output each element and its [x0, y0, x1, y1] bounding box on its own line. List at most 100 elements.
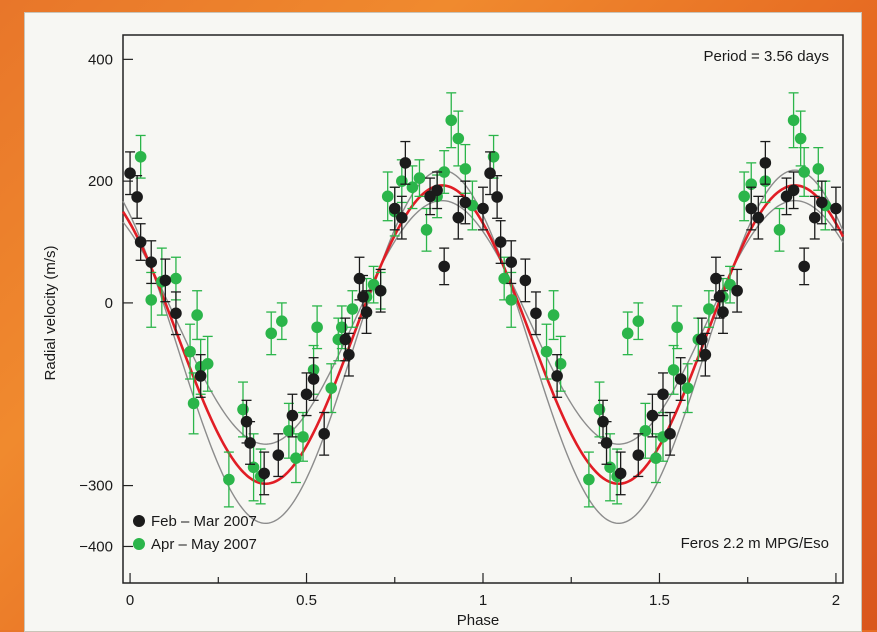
legend: Feb – Mar 2007 Apr – May 2007: [133, 513, 257, 553]
data-point-feb-mar: [505, 256, 518, 268]
legend-marker-apr-may: [133, 538, 145, 550]
data-point-apr-may: [381, 190, 394, 203]
data-point-apr-may: [311, 321, 323, 334]
data-point-apr-may: [201, 358, 214, 370]
data-point-apr-may: [547, 309, 560, 321]
x-tick-label: 1.5: [649, 592, 670, 609]
data-point-apr-may: [812, 163, 825, 175]
legend-label-apr-may: Apr – May 2007: [151, 536, 257, 553]
data-point-feb-mar: [438, 260, 450, 273]
data-point-apr-may: [134, 150, 147, 163]
plot-border: [122, 34, 844, 584]
data-point-apr-may: [621, 327, 634, 340]
data-point-apr-may: [325, 382, 338, 394]
data-point-apr-may: [798, 166, 810, 178]
y-tick-label: −400: [79, 538, 113, 555]
data-point-apr-may: [191, 309, 203, 321]
data-point-apr-may: [187, 397, 200, 410]
data-point-apr-may: [184, 345, 196, 358]
data-point-apr-may: [346, 303, 359, 315]
data-point-feb-mar: [759, 157, 772, 169]
data-point-apr-may: [265, 327, 278, 340]
data-point-feb-mar: [399, 157, 412, 169]
data-point-feb-mar: [477, 202, 489, 215]
data-point-feb-mar: [699, 348, 712, 361]
data-point-feb-mar: [272, 449, 285, 461]
x-tick-label: 2: [832, 592, 840, 609]
data-point-apr-may: [671, 321, 683, 334]
data-point-feb-mar: [600, 437, 613, 449]
x-tick-label: 0: [126, 592, 134, 609]
data-point-apr-may: [459, 163, 472, 175]
data-point-feb-mar: [431, 184, 443, 197]
data-point-feb-mar: [396, 211, 408, 224]
data-point-feb-mar: [551, 370, 563, 382]
data-point-feb-mar: [717, 306, 729, 318]
data-point-feb-mar: [646, 409, 659, 422]
data-point-feb-mar: [307, 373, 320, 385]
data-point-apr-may: [406, 181, 419, 194]
data-point-apr-may: [170, 272, 182, 285]
data-point-feb-mar: [752, 211, 765, 224]
data-point-feb-mar: [244, 437, 256, 449]
data-point-apr-may: [276, 315, 288, 327]
data-point-apr-may: [290, 452, 302, 464]
data-point-apr-may: [650, 452, 662, 464]
data-point-apr-may: [639, 424, 652, 437]
data-point-apr-may: [223, 473, 235, 486]
data-point-feb-mar: [830, 202, 842, 215]
data-point-apr-may: [438, 166, 450, 178]
data-point-feb-mar: [258, 467, 270, 480]
data-point-feb-mar: [632, 449, 645, 461]
data-point-feb-mar: [530, 307, 542, 320]
data-point-apr-may: [145, 294, 158, 306]
data-point-feb-mar: [808, 211, 821, 224]
instrument-annotation: Feros 2.2 m MPG/Eso: [681, 535, 829, 552]
y-axis-label: Radial velocity (m/s): [42, 245, 59, 380]
data-point-apr-may: [583, 473, 595, 486]
data-point-apr-may: [738, 190, 750, 203]
data-point-apr-may: [540, 345, 553, 358]
data-point-feb-mar: [745, 202, 758, 215]
data-point-apr-may: [445, 114, 458, 127]
y-tick-label: −300: [79, 478, 113, 495]
data-point-apr-may: [667, 364, 680, 376]
legend-marker-feb-mar: [133, 515, 145, 527]
data-point-apr-may: [297, 431, 309, 443]
x-tick-label: 0.5: [296, 592, 317, 609]
envelope-curve: [122, 199, 844, 445]
data-point-feb-mar: [360, 306, 373, 318]
data-point-apr-may: [681, 382, 694, 394]
chart-frame: 400 200 0 −300 −400 0 0.5 1 1.5 2 Period = 3.56 d…: [24, 12, 862, 632]
period-annotation: Period = 3.56 days: [703, 48, 829, 65]
y-tick-label: 200: [88, 173, 113, 190]
data-point-apr-may: [420, 224, 433, 236]
data-point-apr-may: [498, 272, 510, 285]
data-point-feb-mar: [170, 307, 182, 320]
data-point-feb-mar: [459, 196, 472, 209]
data-point-feb-mar: [124, 167, 136, 180]
data-point-feb-mar: [388, 202, 401, 215]
data-point-feb-mar: [318, 428, 330, 440]
data-point-apr-may: [452, 132, 465, 145]
data-point-feb-mar: [798, 260, 810, 273]
data-point-feb-mar: [194, 370, 207, 382]
data-point-feb-mar: [343, 348, 355, 361]
x-axis-label: Phase: [457, 612, 500, 629]
data-point-apr-may: [413, 172, 426, 184]
data-point-feb-mar: [145, 256, 158, 268]
data-point-feb-mar: [159, 274, 172, 287]
legend-label-feb-mar: Feb – Mar 2007: [151, 513, 257, 530]
data-point-feb-mar: [374, 284, 387, 297]
data-point-feb-mar: [286, 409, 299, 422]
data-point-apr-may: [632, 315, 645, 327]
data-point-feb-mar: [674, 373, 687, 385]
y-tick-label: 400: [88, 51, 113, 68]
data-point-feb-mar: [131, 191, 143, 203]
data-point-feb-mar: [664, 428, 676, 440]
data-point-feb-mar: [134, 236, 147, 248]
data-point-apr-may: [703, 303, 715, 315]
data-point-feb-mar: [731, 284, 743, 297]
data-point-feb-mar: [519, 274, 532, 287]
data-point-feb-mar: [484, 167, 496, 180]
